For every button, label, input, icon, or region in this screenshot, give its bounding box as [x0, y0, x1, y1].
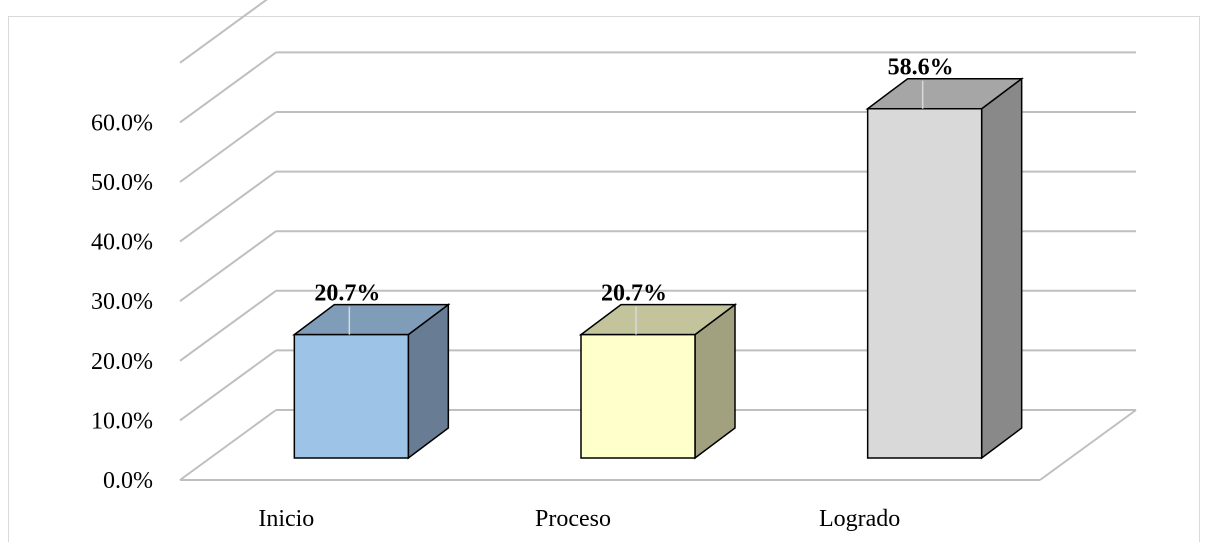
data-labels: 20.7% 20.7% 58.6% — [314, 55, 953, 307]
bar-front — [580, 333, 696, 459]
bar-proceso — [578, 303, 738, 460]
floor-right-edge — [1039, 409, 1137, 481]
y-tick-label: 40.0% — [91, 230, 153, 256]
bar-logrado — [865, 77, 1024, 460]
gridline-diagonal — [179, 51, 277, 124]
data-label: 20.7% — [601, 281, 667, 307]
gridline-diagonal — [179, 111, 277, 183]
bar-inicio — [292, 303, 451, 460]
gridline-diagonal — [179, 289, 277, 362]
y-axis-ticks: 0.0% 10.0% 20.0% 30.0% 40.0% 50.0% 60.0% — [91, 110, 153, 494]
gridline-diagonal — [179, 230, 277, 303]
y-tick-label: 10.0% — [91, 408, 153, 434]
gridline-diagonal — [179, 409, 277, 481]
y-tick-label: 60.0% — [91, 110, 153, 136]
x-axis-categories: Inicio Proceso Logrado — [258, 506, 900, 532]
bars — [292, 77, 1024, 460]
y-tick-label: 30.0% — [91, 289, 153, 315]
data-label: 58.6% — [888, 55, 954, 81]
bar-side — [980, 77, 1023, 460]
data-label: 20.7% — [314, 281, 380, 307]
x-category-label: Inicio — [258, 506, 314, 532]
y-tick-label: 50.0% — [91, 170, 153, 196]
gridline-diagonal — [179, 170, 277, 243]
bar-front — [866, 107, 983, 459]
y-tick-label: 20.0% — [91, 349, 153, 375]
y-tick-label: 0.0% — [103, 468, 153, 494]
gridline-diagonal — [179, 349, 277, 422]
gridline-diagonal — [179, 0, 268, 64]
bar-front — [293, 333, 410, 459]
x-category-label: Proceso — [535, 506, 611, 532]
x-category-label: Logrado — [819, 506, 900, 532]
